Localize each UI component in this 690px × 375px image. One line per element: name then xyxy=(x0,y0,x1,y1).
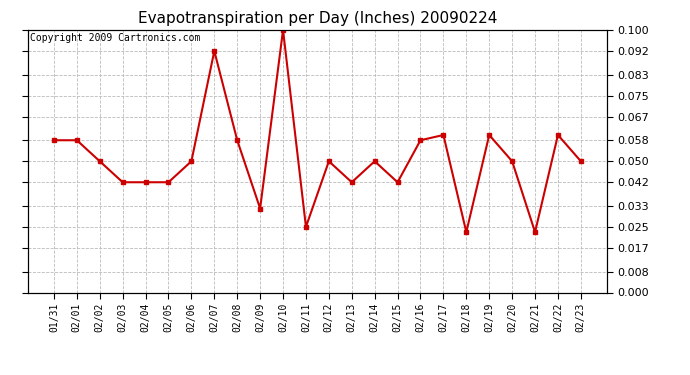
Title: Evapotranspiration per Day (Inches) 20090224: Evapotranspiration per Day (Inches) 2009… xyxy=(138,11,497,26)
Text: Copyright 2009 Cartronics.com: Copyright 2009 Cartronics.com xyxy=(30,33,201,43)
